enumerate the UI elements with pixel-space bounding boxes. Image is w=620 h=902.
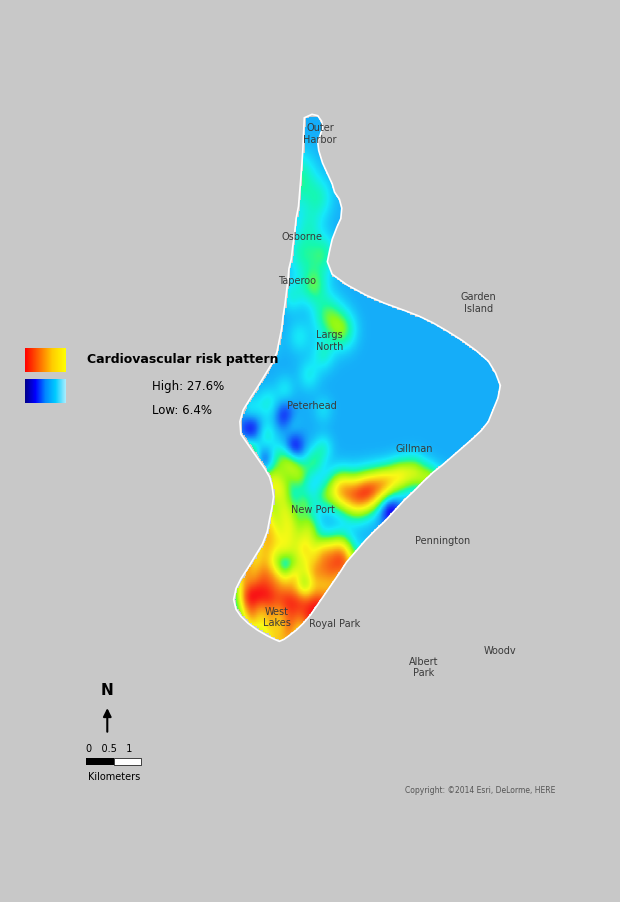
Text: New Port: New Port <box>291 505 335 515</box>
Text: Woodv: Woodv <box>484 645 516 655</box>
Text: Cardiovascular risk pattern: Cardiovascular risk pattern <box>87 353 278 365</box>
Text: Royal Park: Royal Park <box>309 619 360 629</box>
Text: Outer
Harbor: Outer Harbor <box>303 124 337 144</box>
Text: N: N <box>101 682 113 697</box>
Text: Copyright: ©2014 Esri, DeLorme, HERE: Copyright: ©2014 Esri, DeLorme, HERE <box>405 786 556 795</box>
Text: High: 27.6%: High: 27.6% <box>152 380 224 392</box>
Text: Peterhead: Peterhead <box>286 400 337 410</box>
Text: West
Lakes: West Lakes <box>263 606 291 628</box>
Text: Osborne: Osborne <box>282 232 323 242</box>
Text: Pennington: Pennington <box>415 535 471 545</box>
Text: Albert
Park: Albert Park <box>409 656 438 677</box>
Text: Taperoo: Taperoo <box>278 275 316 285</box>
Bar <box>86 759 114 765</box>
Text: Gillman: Gillman <box>395 444 433 454</box>
Text: Garden
Island: Garden Island <box>461 292 497 314</box>
Text: Low: 6.4%: Low: 6.4% <box>152 403 212 416</box>
Text: Kilometers: Kilometers <box>87 771 140 781</box>
Text: 0   0.5   1: 0 0.5 1 <box>86 742 133 753</box>
Text: Largs
North: Largs North <box>316 330 343 352</box>
Bar <box>114 759 141 765</box>
